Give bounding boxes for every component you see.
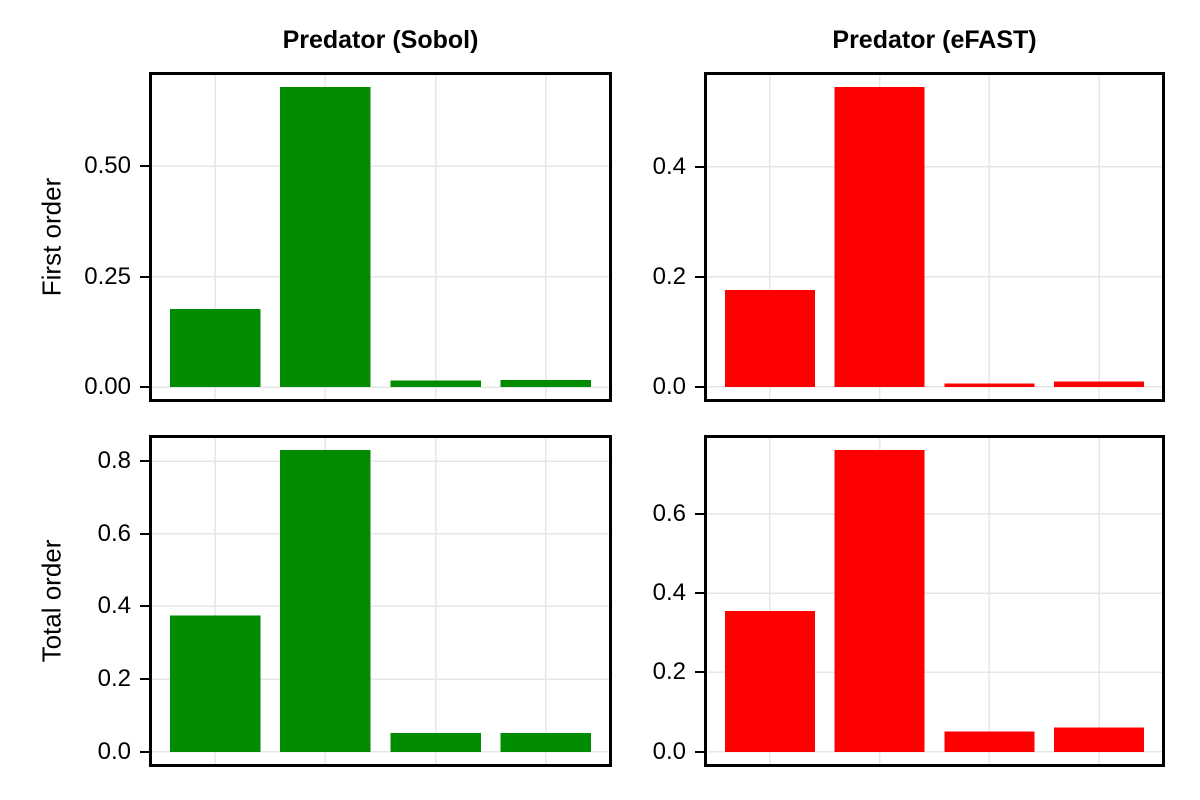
bar xyxy=(944,731,1035,752)
y-tick-label: 0.4 xyxy=(652,579,686,607)
y-tick-mark xyxy=(140,678,149,681)
y-tick-mark xyxy=(140,750,149,753)
y-tick-mark xyxy=(695,592,704,595)
panel-border xyxy=(149,435,612,767)
y-tick-mark xyxy=(140,275,149,278)
panel-border xyxy=(149,72,612,402)
y-tick-label: 0.4 xyxy=(97,592,131,620)
chart-panel-bottom-right xyxy=(704,435,1165,767)
y-tick-mark xyxy=(695,512,704,515)
y-tick-label: 0.2 xyxy=(97,665,131,693)
bar-chart-bottom-left xyxy=(149,435,612,767)
y-tick-label: 0.50 xyxy=(84,152,131,180)
y-tick-label: 0.6 xyxy=(652,499,686,527)
y-tick-mark xyxy=(140,532,149,535)
y-tick-mark xyxy=(140,605,149,608)
y-tick-mark xyxy=(140,165,149,168)
bar xyxy=(1054,727,1145,752)
bar xyxy=(169,308,261,387)
bar xyxy=(944,383,1035,387)
bar xyxy=(280,87,371,387)
y-tick-label: 0.25 xyxy=(84,262,131,290)
chart-panel-bottom-left xyxy=(149,435,612,767)
bar-chart-bottom-right xyxy=(704,435,1165,767)
y-tick-mark xyxy=(695,385,704,388)
bar xyxy=(834,87,925,387)
chart-title-sobol: Predator (Sobol) xyxy=(282,26,479,54)
bar xyxy=(280,450,371,752)
bar xyxy=(390,380,481,387)
y-tick-label: 0.0 xyxy=(652,372,686,400)
y-tick-label: 0.8 xyxy=(97,447,131,474)
bar-chart-top-right xyxy=(704,72,1165,402)
y-tick-mark xyxy=(695,165,704,168)
bar xyxy=(500,379,592,387)
chart-panel-top-right xyxy=(704,72,1165,402)
y-tick-mark xyxy=(695,671,704,674)
bar xyxy=(834,450,925,752)
bar xyxy=(1054,381,1145,387)
bar xyxy=(390,733,481,752)
chart-title-efast: Predator (eFAST) xyxy=(832,26,1037,54)
y-tick-mark xyxy=(140,386,149,388)
y-tick-label: 0.2 xyxy=(652,658,686,686)
bar xyxy=(169,615,261,752)
y-tick-mark xyxy=(695,750,704,753)
y-tick-label: 0.0 xyxy=(97,737,131,765)
y-tick-label: 0.2 xyxy=(652,262,686,290)
panel-border xyxy=(704,72,1165,402)
bar xyxy=(500,733,592,752)
y-tick-label: 0.4 xyxy=(652,152,686,180)
panel-border xyxy=(704,435,1165,767)
bar xyxy=(724,290,815,387)
y-tick-mark xyxy=(695,275,704,278)
chart-panel-top-left xyxy=(149,72,612,402)
y-tick-mark xyxy=(140,460,149,462)
y-tick-label: 0.00 xyxy=(84,373,131,400)
y-tick-label: 0.0 xyxy=(652,737,686,765)
bar-chart-top-left xyxy=(149,72,612,402)
y-tick-label: 0.6 xyxy=(97,519,131,547)
bar xyxy=(724,610,815,752)
